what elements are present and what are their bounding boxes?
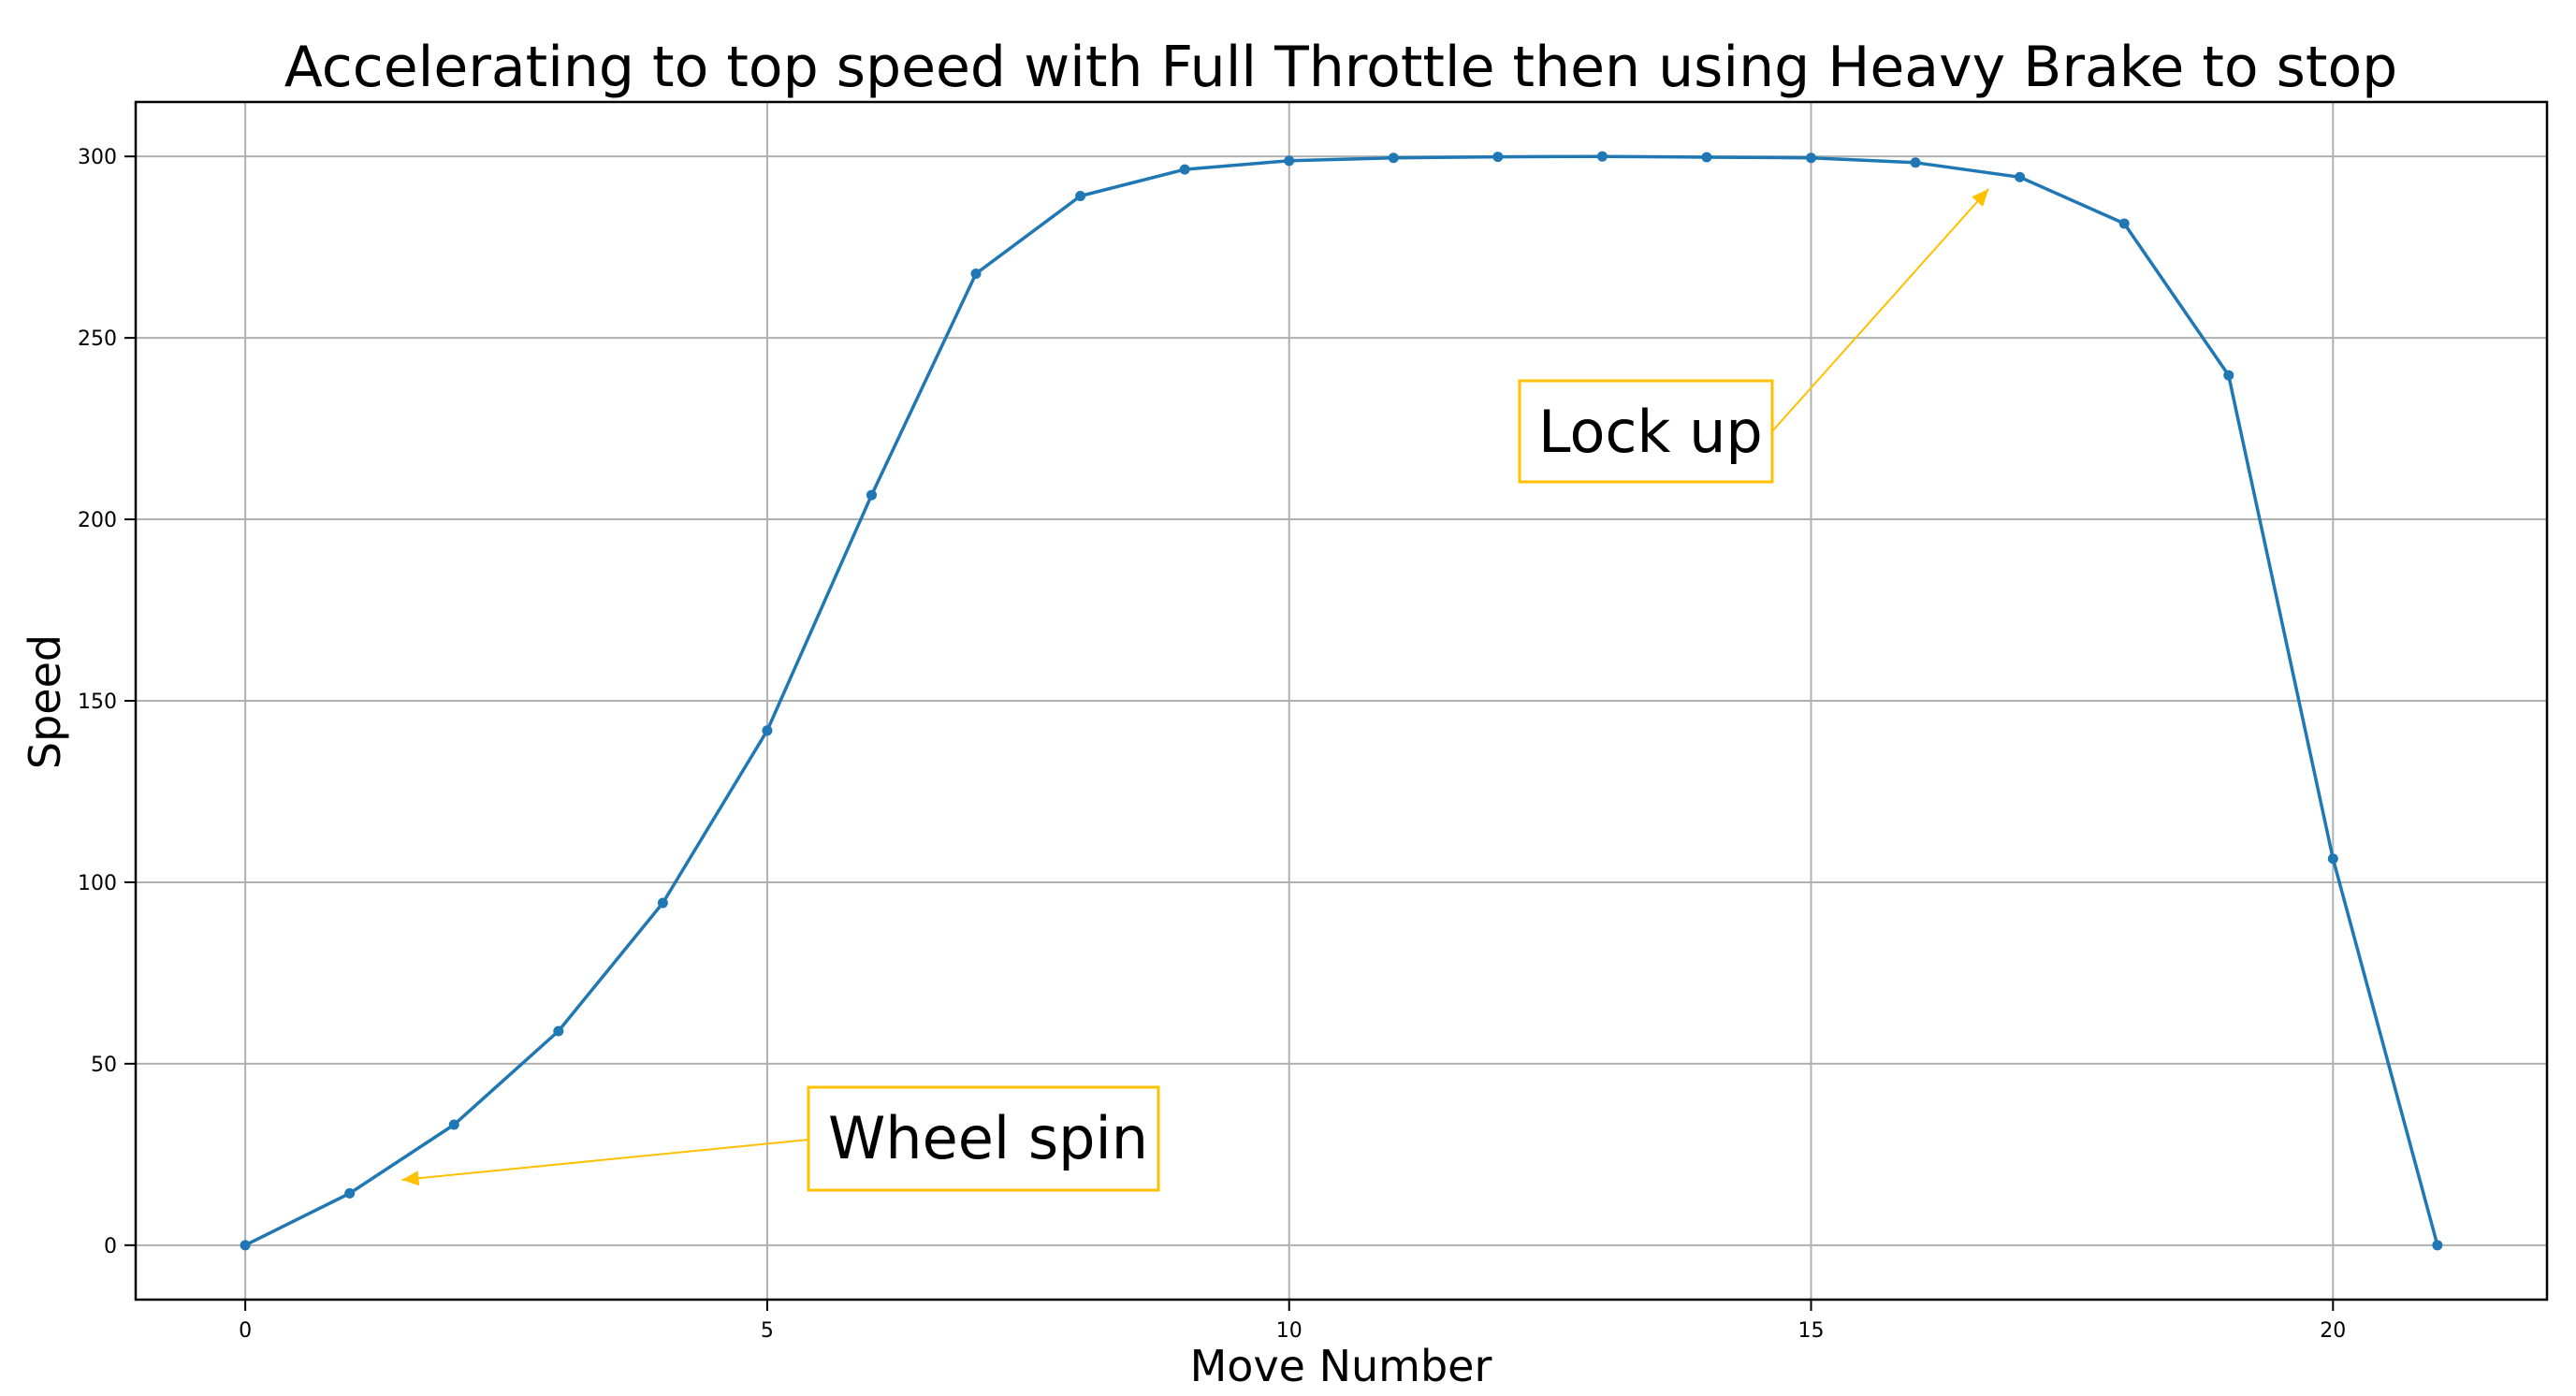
annotation-arrow	[401, 1139, 809, 1181]
data-point	[1179, 164, 1190, 175]
annotation-text: Wheel spin	[828, 1104, 1148, 1172]
data-point	[1284, 155, 1295, 167]
annotation-arrow	[1771, 188, 1989, 432]
data-point	[344, 1187, 356, 1199]
annotation-box	[807, 1085, 1160, 1192]
y-tick-label: 250	[78, 327, 117, 351]
annotation-arrowhead	[401, 1171, 420, 1186]
data-point	[2432, 1240, 2443, 1251]
annotations: Wheel spin Lock up	[401, 188, 1989, 1192]
data-point	[762, 725, 773, 736]
grid	[136, 102, 2547, 1300]
data-point	[1388, 153, 1399, 164]
data-point	[2015, 171, 2026, 182]
data-point	[2327, 853, 2338, 865]
data-point	[448, 1119, 459, 1130]
y-tick-label: 150	[78, 691, 117, 714]
data-point	[970, 268, 982, 279]
data-point	[1075, 190, 1086, 201]
data-point	[2223, 370, 2234, 381]
y-tick-label: 200	[78, 509, 117, 532]
annotation-text: Lock up	[1538, 398, 1763, 466]
y-tick-label: 300	[78, 146, 117, 169]
y-axis-label: Speed	[20, 634, 70, 769]
x-tick-label: 10	[1276, 1319, 1303, 1343]
data-point	[553, 1025, 564, 1037]
chart-title: Accelerating to top speed with Full Thro…	[284, 35, 2397, 100]
data-point	[1701, 152, 1712, 163]
annotation-arrowhead	[1972, 189, 1989, 207]
series-layer	[240, 151, 2443, 1251]
x-tick-label: 15	[1798, 1319, 1825, 1343]
x-tick-label: 0	[239, 1319, 252, 1343]
data-point	[1806, 153, 1817, 164]
y-tick-label: 50	[91, 1054, 117, 1077]
data-point	[1596, 151, 1608, 162]
data-point	[240, 1240, 251, 1251]
x-axis-label: Move Number	[1190, 1341, 1492, 1391]
data-point	[1910, 157, 1921, 168]
data-point	[866, 489, 877, 501]
data-point	[2118, 218, 2130, 229]
y-tick-label: 0	[104, 1235, 117, 1258]
x-tick-label: 20	[2320, 1319, 2346, 1343]
x-tick-label: 5	[761, 1319, 774, 1343]
y-tick-label: 100	[78, 872, 117, 895]
annotation-box	[1518, 379, 1774, 484]
series-line	[244, 154, 2439, 1247]
data-point	[657, 897, 668, 909]
data-point	[1492, 152, 1504, 163]
